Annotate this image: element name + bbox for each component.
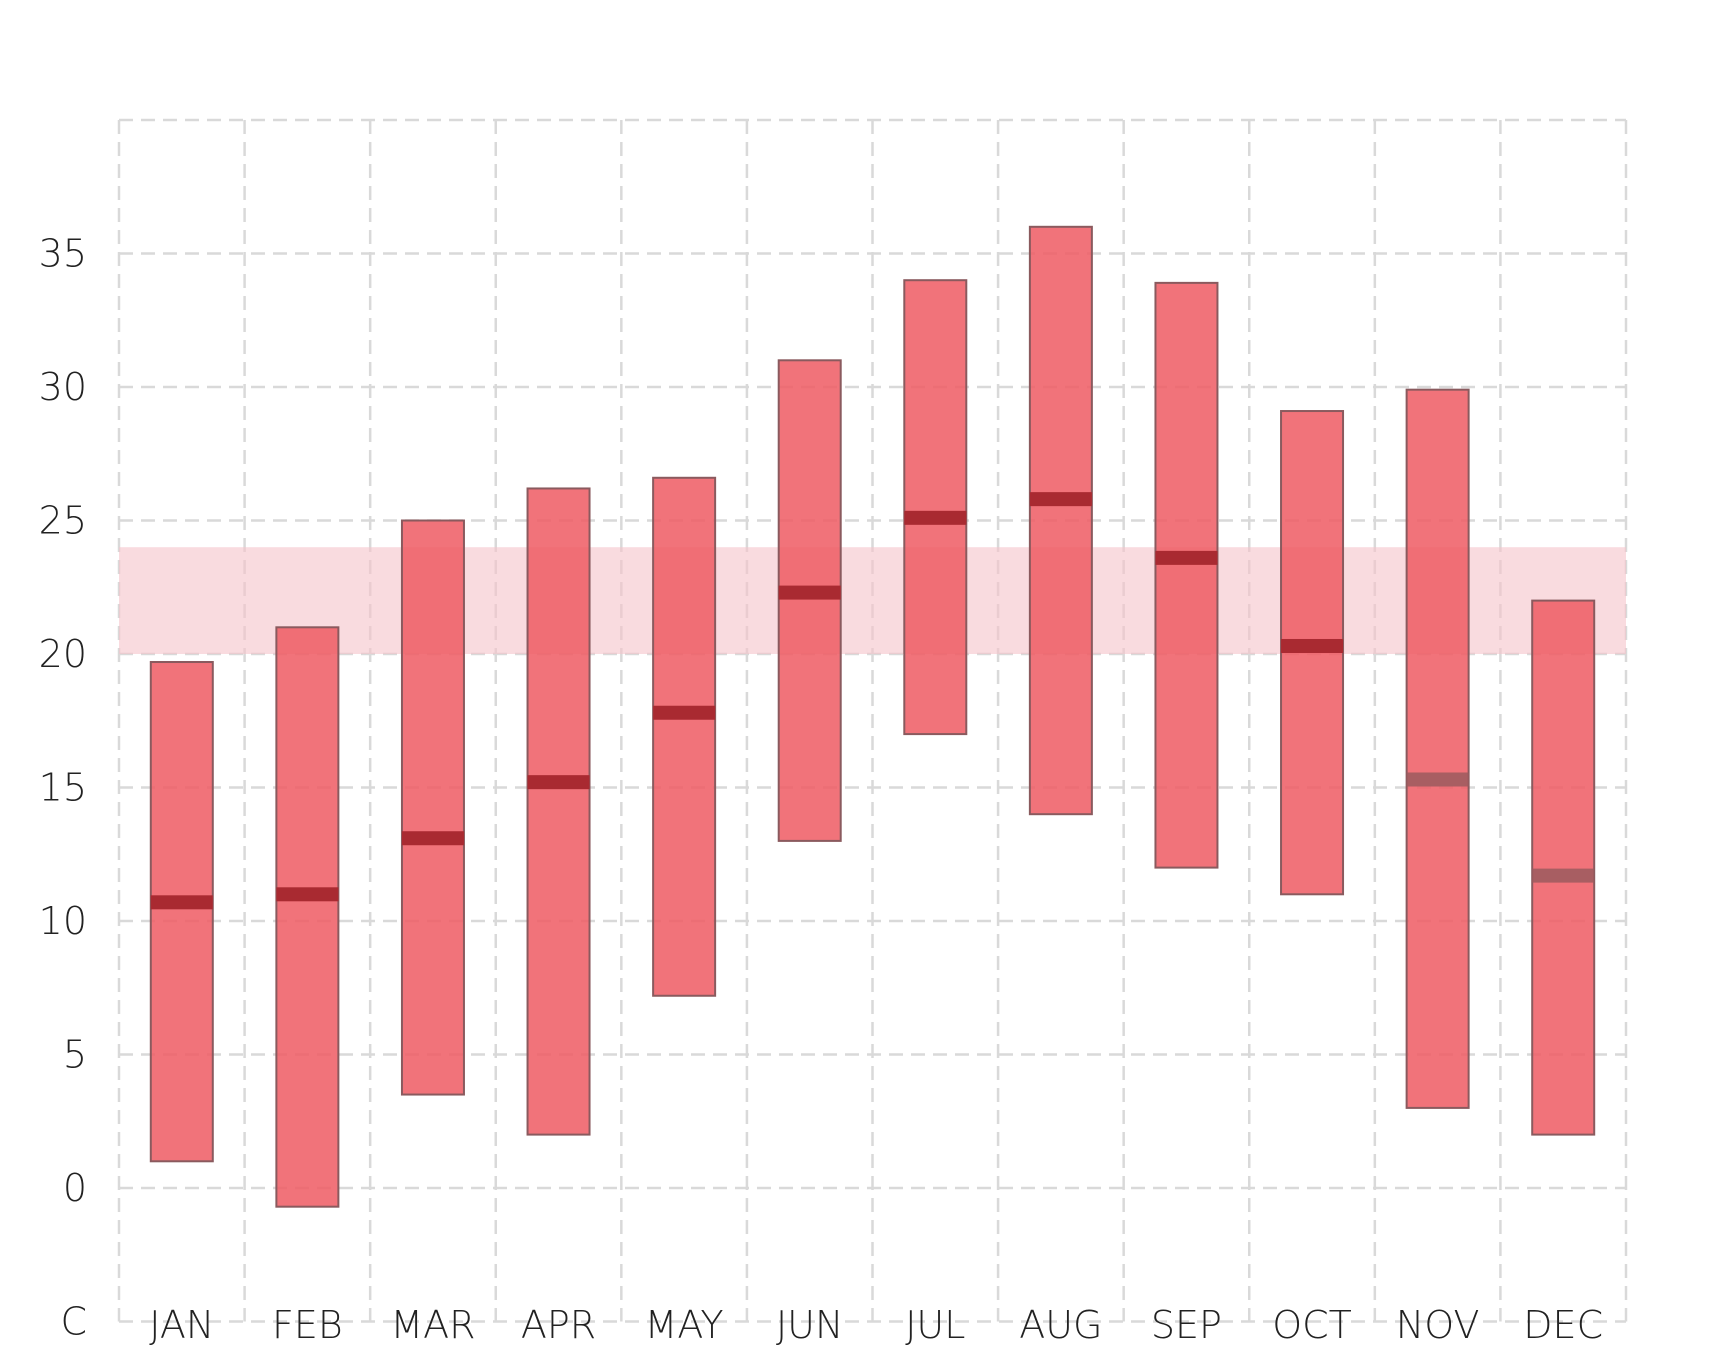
y-tick-label: 10 <box>39 899 87 943</box>
x-tick-label: FEB <box>272 1303 343 1347</box>
y-tick-label: 0 <box>63 1166 87 1210</box>
median-mark-feb <box>276 887 339 902</box>
y-tick-label: 30 <box>39 365 87 409</box>
median-mark-sep <box>1155 550 1218 565</box>
x-tick-label: SEP <box>1151 1303 1222 1347</box>
median-mark-jul <box>904 510 967 525</box>
highlight-band-layer <box>119 547 1626 654</box>
y-tick-label: 20 <box>39 632 87 676</box>
x-tick-label: DEC <box>1523 1303 1603 1347</box>
range-bar-may <box>652 476 717 997</box>
range-bar-jul <box>903 279 968 736</box>
y-axis-labels: 35 30 25 20 15 10 5 0 C <box>39 232 87 1344</box>
x-tick-label: MAR <box>390 1303 475 1347</box>
range-bar-mar <box>400 519 465 1096</box>
median-mark-nov <box>1406 772 1469 787</box>
range-bar-apr <box>526 487 591 1136</box>
range-bar-nov <box>1405 388 1470 1109</box>
comfort-band <box>119 547 1626 654</box>
x-axis-labels: JAN FEB MAR APR MAY JUN JUL AUG SEP OCT NOV DEC <box>149 1303 1603 1347</box>
range-bar-feb <box>275 626 340 1208</box>
x-tick-label: OCT <box>1272 1303 1352 1347</box>
bars <box>149 225 1596 1208</box>
x-tick-label: MAY <box>645 1303 724 1347</box>
x-tick-label: JUN <box>776 1303 843 1347</box>
x-tick-label: JAN <box>149 1303 214 1347</box>
median-mark-dec <box>1532 868 1595 883</box>
median-mark-aug <box>1029 492 1092 507</box>
y-tick-label: 5 <box>63 1033 87 1077</box>
range-bar-jan <box>149 661 214 1163</box>
x-tick-label: JUL <box>905 1303 965 1347</box>
range-bar-dec <box>1531 599 1596 1136</box>
median-mark-oct <box>1281 638 1344 653</box>
y-tick-label: C <box>60 1300 87 1344</box>
range-bar-jun <box>777 359 842 842</box>
range-bar-aug <box>1028 225 1093 816</box>
y-tick-label: 35 <box>39 232 87 276</box>
y-tick-label: 25 <box>39 499 87 543</box>
median-mark-mar <box>401 831 464 846</box>
x-tick-label: AUG <box>1019 1303 1102 1347</box>
y-tick-label: 15 <box>39 766 87 810</box>
x-tick-label: NOV <box>1396 1303 1480 1347</box>
median-mark-jun <box>778 585 841 600</box>
median-mark-jan <box>150 895 213 910</box>
median-mark-may <box>653 705 716 720</box>
grid <box>117 118 1628 1323</box>
median-mark-apr <box>527 775 590 790</box>
range-bar-sep <box>1154 281 1219 869</box>
x-tick-label: APR <box>521 1303 596 1347</box>
